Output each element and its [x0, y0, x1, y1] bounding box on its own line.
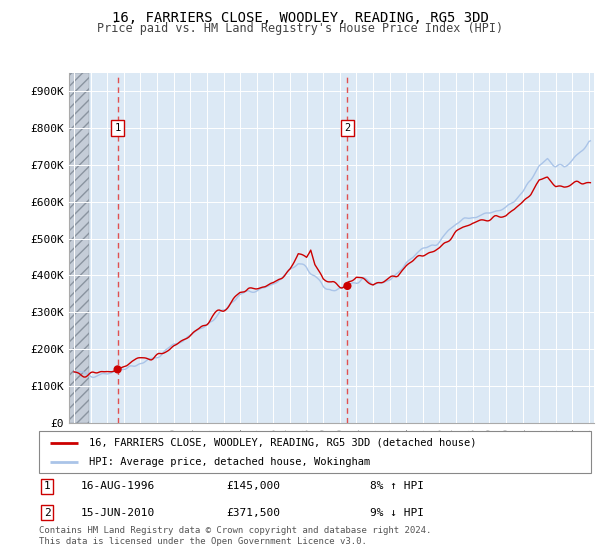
Text: 1: 1	[44, 482, 50, 492]
Text: £145,000: £145,000	[227, 482, 281, 492]
Text: HPI: Average price, detached house, Wokingham: HPI: Average price, detached house, Woki…	[89, 457, 370, 467]
Text: £371,500: £371,500	[227, 508, 281, 517]
Text: 16, FARRIERS CLOSE, WOODLEY, READING, RG5 3DD: 16, FARRIERS CLOSE, WOODLEY, READING, RG…	[112, 11, 488, 25]
Text: 1: 1	[115, 123, 121, 133]
Text: 2: 2	[344, 123, 350, 133]
Text: 16-AUG-1996: 16-AUG-1996	[80, 482, 155, 492]
Point	[113, 365, 122, 374]
Text: 9% ↓ HPI: 9% ↓ HPI	[370, 508, 424, 517]
Text: 15-JUN-2010: 15-JUN-2010	[80, 508, 155, 517]
Point	[343, 282, 352, 291]
FancyBboxPatch shape	[39, 431, 591, 473]
Bar	[69, 73, 89, 423]
Text: 8% ↑ HPI: 8% ↑ HPI	[370, 482, 424, 492]
Text: 2: 2	[44, 508, 50, 517]
Text: Contains HM Land Registry data © Crown copyright and database right 2024.
This d: Contains HM Land Registry data © Crown c…	[39, 526, 431, 546]
Text: Price paid vs. HM Land Registry's House Price Index (HPI): Price paid vs. HM Land Registry's House …	[97, 22, 503, 35]
Text: 16, FARRIERS CLOSE, WOODLEY, READING, RG5 3DD (detached house): 16, FARRIERS CLOSE, WOODLEY, READING, RG…	[89, 437, 476, 447]
